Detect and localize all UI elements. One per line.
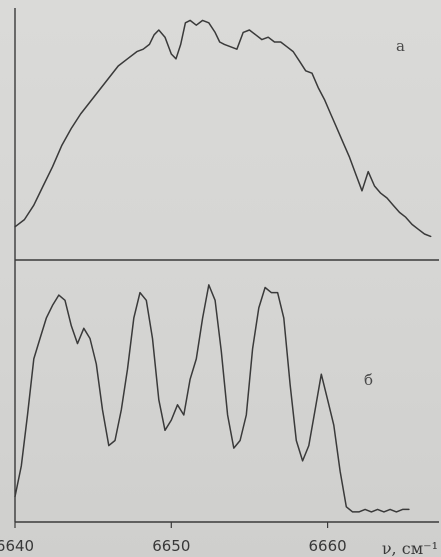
panel-label-1: а [396,37,405,55]
axes [14,8,439,528]
series-layer [14,19,432,513]
x-tick-label-6640: 6640 [0,537,34,555]
x-tick-label-6650: 6650 [152,537,190,555]
panel-label-2: б [364,371,373,389]
x-axis-label: ν, см⁻¹ [382,539,438,557]
spectrum-line-panel-2-series-1 [14,284,410,513]
spectrum-line-panel-1-series-1 [14,19,432,238]
labels-layer: а б 6640 6650 6660 ν, см⁻¹ [0,37,438,557]
x-tick-label-6660: 6660 [308,537,346,555]
